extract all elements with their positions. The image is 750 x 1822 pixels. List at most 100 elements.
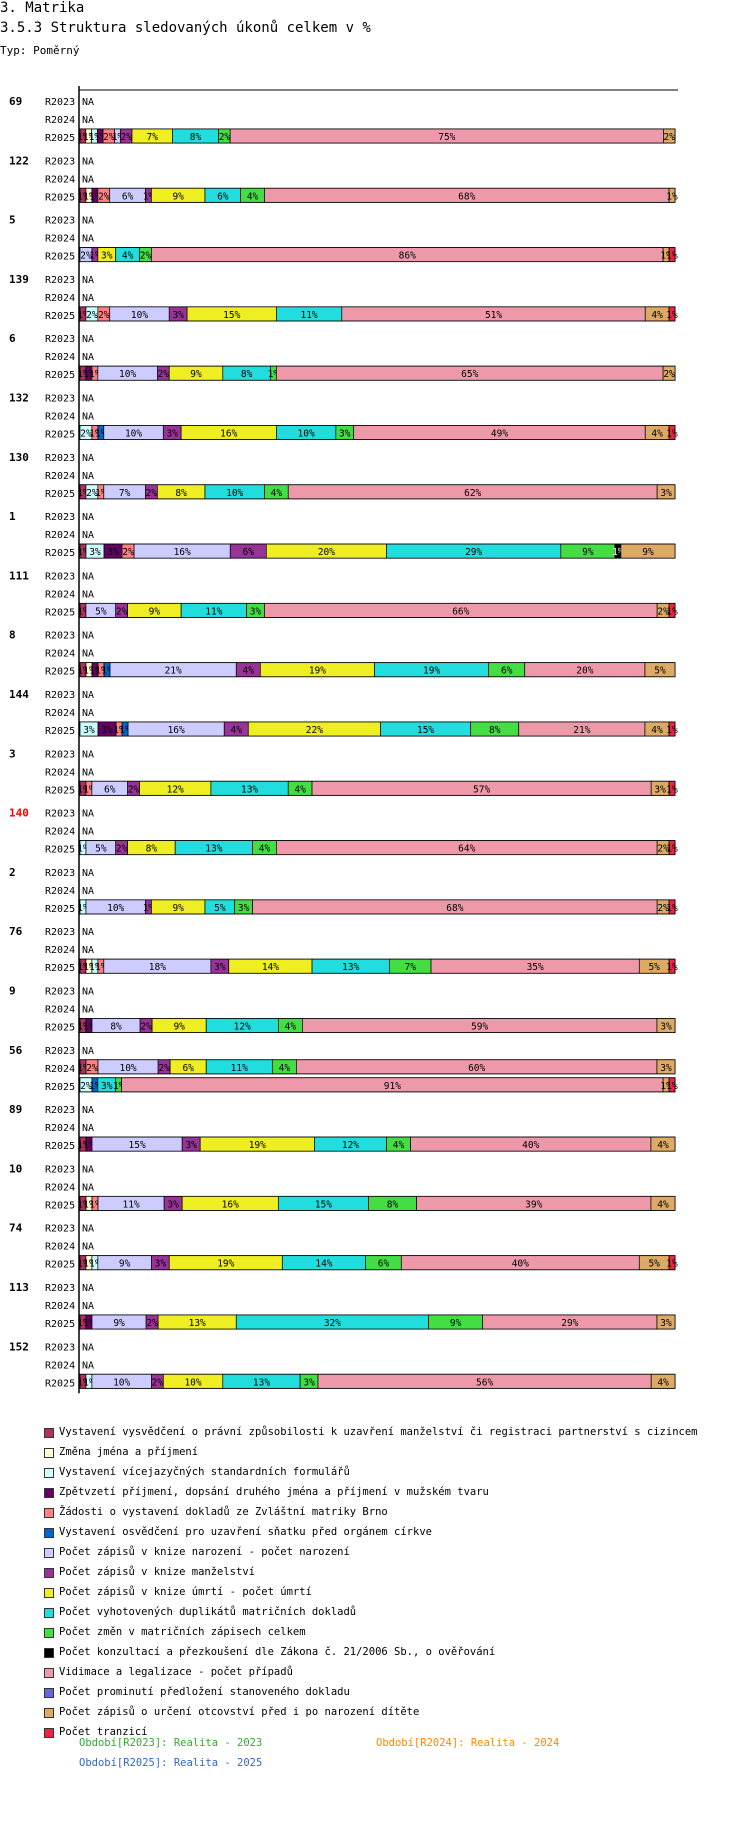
bar-segment-label: 3% [238,903,250,914]
bar-segment-label: 57% [473,784,490,795]
bar-segment-label: 1% [666,725,678,736]
bar-segment-label: 8% [146,844,158,855]
bar-segment-label: 6% [182,1063,194,1074]
legend-swatch [44,1588,54,1598]
group-id-label: 6 [9,332,16,345]
na-label: NA [82,1105,94,1116]
bar-segment-label: 1% [666,844,678,855]
series-label: R2024 [45,352,75,363]
series-label: R2024 [45,115,75,126]
chart-title: 3.5.3 Struktura sledovaných úkonů celkem… [0,20,371,36]
legend-label: Vystavení vysvědčení o právní způsobilos… [59,1426,698,1438]
bar-segment-label: 1% [119,725,131,736]
bar-segment [668,425,676,440]
bar-segment-label: 1% [83,1140,95,1151]
na-label: NA [82,512,94,523]
legend-label: Počet zápisů v knize narození - počet na… [59,1546,350,1558]
bar-segment-label: 6% [378,1259,390,1270]
bar-segment-label: 9% [642,547,654,558]
na-label: NA [82,293,94,304]
bar-segment-label: 2% [98,310,110,321]
bar-segment-label: 3% [89,547,101,558]
legend-label: Vystavení vícejazyčných standardních for… [59,1466,350,1478]
series-label: R2025 [45,726,75,737]
bar-segment-label: 5% [654,666,666,677]
bar-segment-label: 1% [89,962,101,973]
bar-segment-label: 1% [77,1140,89,1151]
bar-segment-label: 9% [113,1318,125,1329]
bar-segment-label: 5% [648,962,660,973]
group-id-label: 132 [9,392,29,405]
na-label: NA [82,649,94,660]
bar-segment-label: 2% [152,1377,164,1388]
na-label: NA [82,571,94,582]
series-label: R2023 [45,1164,75,1175]
bar-segment-label: 1% [83,1259,95,1270]
bar-segment-label: 10% [113,1377,130,1388]
bar-segment-label: 2% [146,488,158,499]
legend-swatch [44,1708,54,1718]
bar-segment-label: 20% [576,666,593,677]
bar-segment-label: 3% [303,1377,315,1388]
bar-segment [663,128,676,144]
bar-segment-label: 1% [83,132,95,143]
bar-segment-label: 7% [119,488,131,499]
bar-segment-label: 4% [231,725,243,736]
series-label: R2024 [45,649,75,660]
bar-segment-label: 68% [446,903,463,914]
bar-segment-label: 10% [107,903,124,914]
bar-segment-label: 59% [471,1022,488,1033]
bar-segment-label: 3% [101,725,113,736]
chart-type-label: Typ: Poměrný [0,44,80,57]
bar-segment-label: 2% [663,132,675,143]
bar-segment [650,1136,676,1152]
bar-segment-label: 3% [214,962,226,973]
series-label: R2025 [45,1023,75,1034]
group-id-label: 69 [9,95,22,108]
bar-segment-label: 29% [465,547,482,558]
bar-segment-label: 10% [125,429,142,440]
legend-label: Počet tranzicí [59,1726,148,1738]
series-label: R2024 [45,234,75,245]
bar-segment-label: 8% [190,132,202,143]
legend-item: Počet zápisů o určení otcovství před i p… [44,1702,697,1722]
bar-segment-label: 4% [279,1063,291,1074]
bar-segment-label: 1% [77,903,89,914]
na-label: NA [82,216,94,227]
bar-segment [668,958,676,974]
bar-segment-label: 10% [184,1377,201,1388]
na-label: NA [82,115,94,126]
period-label: Období[R2025]: Realita - 2025 [79,1757,263,1769]
series-label: R2023 [45,927,75,938]
na-label: NA [82,1046,94,1057]
bar-segment-label: 1% [77,310,89,321]
legend-swatch [44,1628,54,1638]
series-label: R2024 [45,1360,75,1371]
bar-segment-label: 10% [119,369,136,380]
bar-segment-label: 10% [119,1063,136,1074]
na-label: NA [82,1342,94,1353]
bar-segment-label: 1% [113,1081,125,1092]
bar-segment-label: 64% [458,844,475,855]
series-label: R2023 [45,1283,75,1294]
na-label: NA [82,708,94,719]
bar-segment-label: 3% [83,725,95,736]
group-id-label: 8 [9,629,16,642]
bar-segment-label: 1% [89,1081,101,1092]
bar-segment-label: 1% [666,962,678,973]
bar-segment-label: 2% [98,191,110,202]
bar-segment-label: 2% [80,251,92,262]
bar-segment-label: 1% [268,369,280,380]
legend-item: Vystavení vysvědčení o právní způsobilos… [44,1422,697,1442]
bar-segment-label: 1% [77,1318,89,1329]
bar-segment [668,603,676,618]
bar-segment [656,1314,676,1330]
group-id-label: 2 [9,866,16,879]
legend-swatch [44,1648,54,1658]
